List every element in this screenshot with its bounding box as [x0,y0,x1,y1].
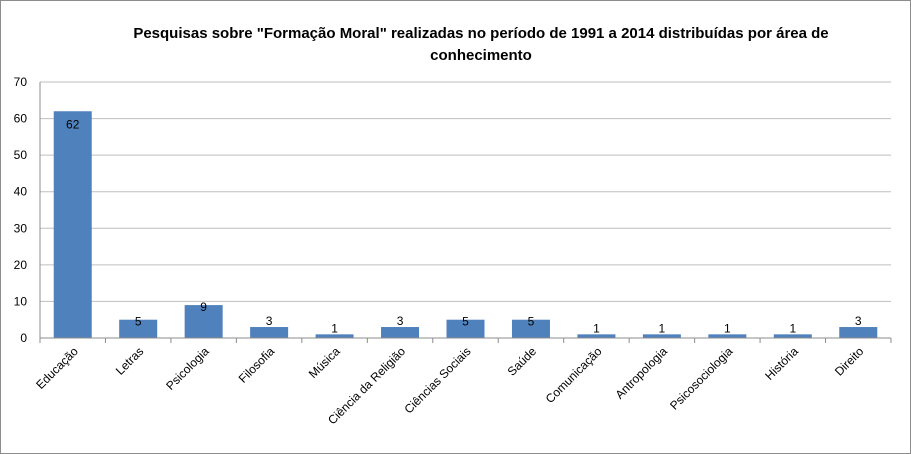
category-label: Comunicação [543,344,605,406]
data-label: 9 [200,300,207,314]
data-label: 5 [528,315,535,329]
data-label: 1 [789,321,796,335]
category-label: Educação [33,344,81,392]
y-tick-label: 40 [14,185,28,199]
data-label: 3 [397,314,404,328]
data-label: 1 [659,321,666,335]
bar [511,319,550,338]
data-label: 62 [66,117,80,131]
data-label: 1 [593,321,600,335]
bar [315,334,354,338]
bar [119,319,158,338]
bar [773,334,812,338]
bar [839,327,878,338]
bar [250,327,289,338]
y-tick-label: 60 [14,112,28,126]
y-tick-label: 20 [14,258,28,272]
bar [446,319,485,338]
data-label: 1 [724,321,731,335]
y-tick-label: 30 [14,221,28,235]
data-label: 5 [135,315,142,329]
y-tick-label: 10 [14,294,28,308]
category-label: Saúde [505,344,540,379]
y-tick-label: 70 [14,75,28,89]
category-label: Ciências Sociais [401,344,473,416]
bar [708,334,747,338]
chart-title: Pesquisas sobre "Formação Moral" realiza… [133,25,829,64]
bar [642,334,681,338]
category-label: História [762,344,801,383]
bar [381,327,420,338]
category-label: Música [306,344,343,381]
bar [577,334,616,338]
category-label: Psicosociologia [667,344,736,413]
category-label: Letras [113,344,146,377]
category-label: Direito [832,344,867,379]
y-tick-label: 50 [14,148,28,162]
data-label: 5 [462,315,469,329]
y-tick-label: 0 [20,331,27,345]
data-label: 3 [266,314,273,328]
category-label: Antropologia [612,344,670,402]
category-label: Psicologia [163,344,212,393]
category-label: Filosofia [236,344,278,386]
data-label: 1 [331,321,338,335]
data-label: 3 [855,314,862,328]
bar [53,111,92,338]
bar [184,305,223,338]
